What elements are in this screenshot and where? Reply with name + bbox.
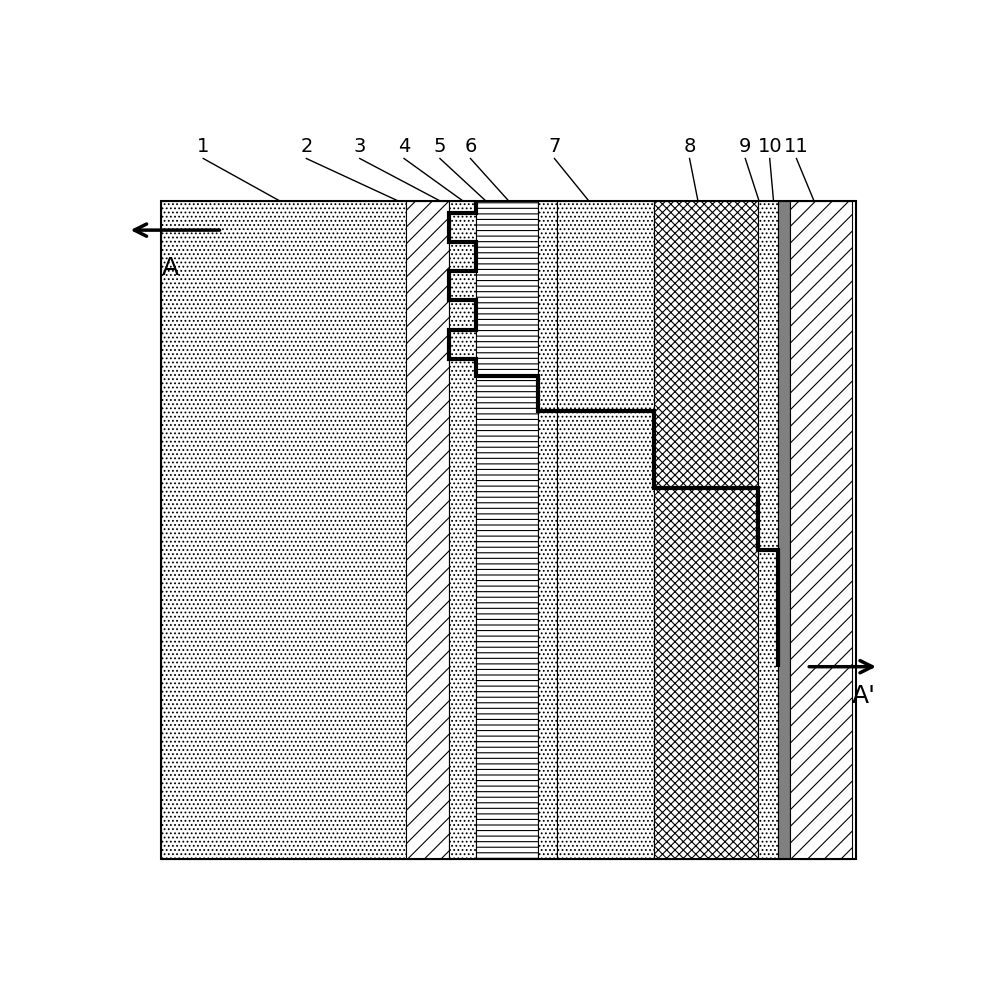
Bar [476, 201, 538, 859]
Text: 11: 11 [784, 137, 809, 156]
Bar [557, 201, 654, 859]
Bar [407, 201, 449, 859]
Bar [778, 201, 790, 859]
Text: 1: 1 [197, 137, 210, 156]
Bar [538, 201, 557, 859]
Bar [162, 201, 856, 859]
Text: 2: 2 [300, 137, 312, 156]
Text: 4: 4 [398, 137, 410, 156]
Bar [162, 201, 407, 859]
Text: 5: 5 [433, 137, 446, 156]
Bar [449, 201, 476, 859]
Text: 9: 9 [739, 137, 752, 156]
Text: 8: 8 [684, 137, 695, 156]
Text: A: A [162, 256, 179, 280]
Text: 3: 3 [354, 137, 366, 156]
Bar [654, 201, 758, 859]
Text: 7: 7 [549, 137, 560, 156]
Bar [758, 201, 778, 859]
Bar [790, 201, 852, 859]
Text: 6: 6 [464, 137, 477, 156]
Text: A': A' [852, 684, 876, 708]
Text: 10: 10 [757, 137, 782, 156]
